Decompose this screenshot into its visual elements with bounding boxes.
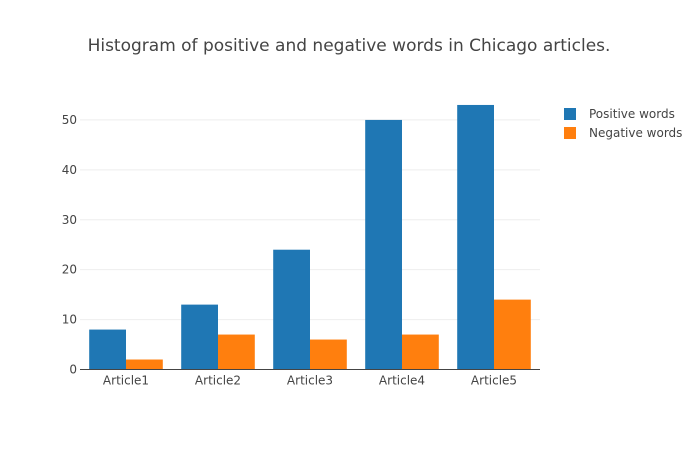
legend-item[interactable]: Positive words: [564, 107, 675, 121]
bar-positive-words-article1[interactable]: [89, 329, 126, 370]
x-tick-label: Article2: [195, 374, 241, 388]
y-axis-ticks: 0 10 20 30 40 50: [62, 113, 77, 377]
bar-positive-words-article5[interactable]: [457, 104, 494, 370]
bar-negative-words-article3[interactable]: [310, 339, 347, 370]
y-tick-label: 20: [62, 263, 77, 277]
bar-negative-words-article5[interactable]: [494, 299, 531, 370]
legend-swatch: [564, 108, 576, 120]
y-tick-label: 0: [69, 363, 77, 377]
legend-item[interactable]: Negative words: [564, 126, 682, 140]
legend[interactable]: Positive words Negative words: [564, 107, 682, 140]
bar-positive-words-article3[interactable]: [273, 249, 310, 370]
legend-label: Negative words: [589, 126, 682, 140]
bar-positive-words-article4[interactable]: [365, 119, 402, 370]
y-tick-label: 30: [62, 213, 77, 227]
x-tick-label: Article1: [103, 374, 149, 388]
chart-title: Histogram of positive and negative words…: [88, 36, 611, 56]
bar-negative-words-article4[interactable]: [402, 334, 439, 370]
y-tick-label: 40: [62, 163, 77, 177]
y-tick-label: 50: [62, 113, 77, 127]
legend-label: Positive words: [589, 107, 675, 121]
x-tick-label: Article5: [471, 374, 517, 388]
bars: [89, 104, 531, 370]
bar-negative-words-article1[interactable]: [126, 359, 163, 370]
bar-positive-words-article2[interactable]: [181, 304, 218, 370]
bar-negative-words-article2[interactable]: [218, 334, 255, 370]
x-tick-label: Article4: [379, 374, 425, 388]
legend-swatch: [564, 127, 576, 139]
x-tick-label: Article3: [287, 374, 333, 388]
x-axis-ticks: Article1 Article2 Article3 Article4 Article5: [103, 374, 517, 388]
y-tick-label: 10: [62, 313, 77, 327]
